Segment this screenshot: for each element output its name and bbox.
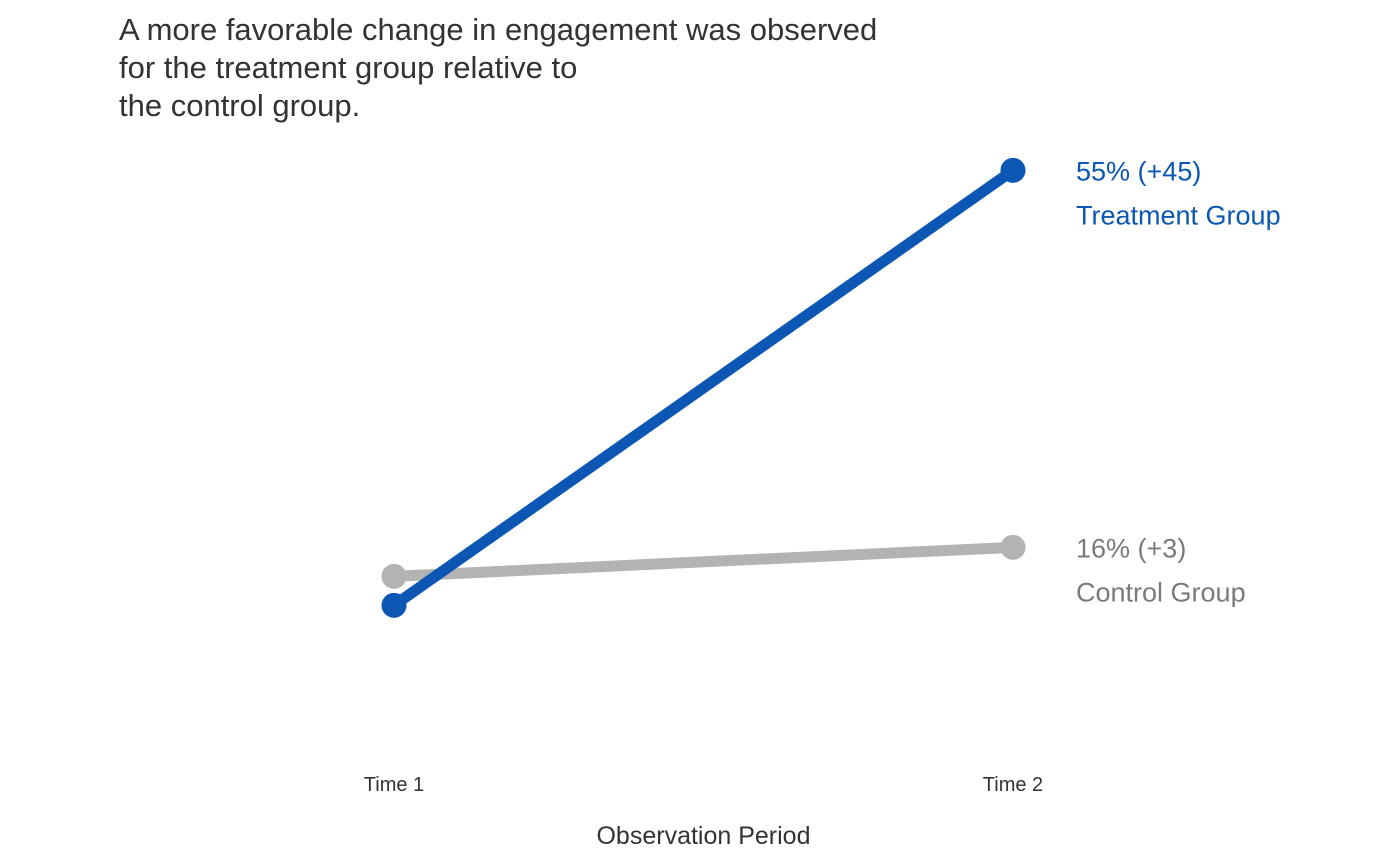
x-axis: Time 1 Time 2 Observation Period — [364, 774, 1043, 850]
treatment-group-name-label: Treatment Group — [1076, 200, 1281, 230]
control-group-point-time-2 — [1000, 534, 1026, 560]
control-group-name-label: Control Group — [1076, 577, 1246, 607]
treatment-group-point-time-2 — [1000, 157, 1026, 183]
x-tick-label-time-1: Time 1 — [364, 774, 424, 796]
control-group-value-label: 16% (+3) — [1076, 533, 1186, 563]
treatment-group-line — [390, 165, 1017, 610]
series-layer — [381, 157, 1026, 618]
x-tick-label-time-2: Time 2 — [983, 774, 1043, 796]
control-group-point-time-1 — [381, 563, 407, 589]
chart-title-line-3: the control group. — [119, 88, 361, 123]
chart-title: A more favorable change in engagement wa… — [119, 11, 1019, 125]
treatment-group-point-time-1 — [381, 592, 407, 618]
control-group-line — [393, 541, 1014, 582]
treatment-group-value-label: 55% (+45) — [1076, 156, 1201, 186]
chart-title-line-2: for the treatment group relative to — [119, 50, 578, 85]
end-label-layer: 16% (+3) Control Group 55% (+45) Treatment … — [1076, 156, 1281, 607]
chart-title-line-1: A more favorable change in engagement wa… — [119, 12, 878, 47]
x-axis-title: Observation Period — [596, 822, 810, 850]
